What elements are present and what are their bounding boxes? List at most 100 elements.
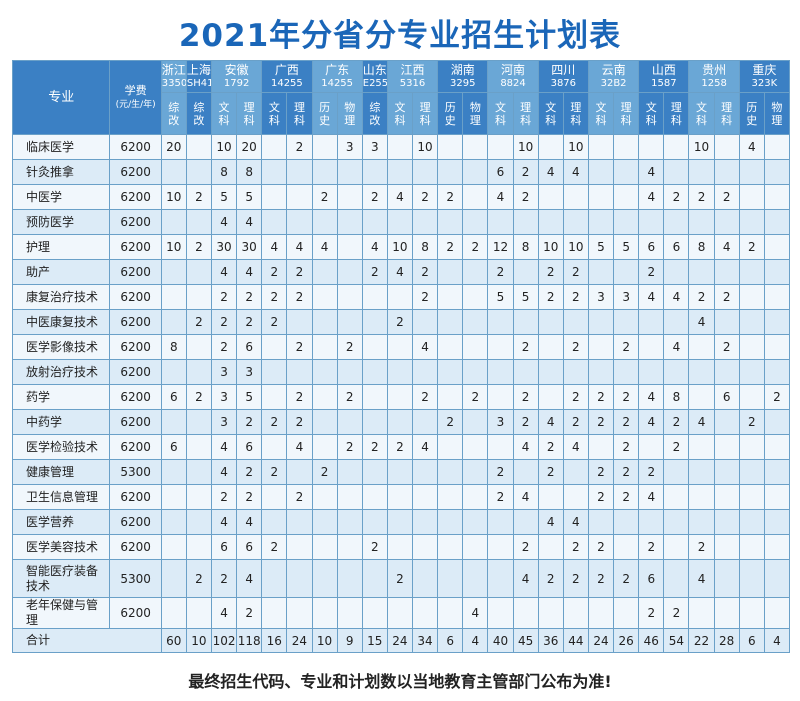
quota-cell (437, 159, 464, 185)
quota-cell: 2 (185, 184, 212, 210)
quota-cell (713, 509, 740, 535)
quota-cell (562, 359, 589, 385)
major-name-cell: 医学检验技术 (11, 434, 111, 460)
total-cell: 26 (613, 628, 640, 653)
quota-cell (361, 597, 388, 629)
quota-cell (437, 134, 464, 160)
quota-cell: 4 (210, 597, 238, 629)
quota-cell: 4 (487, 184, 514, 210)
quota-cell (713, 259, 740, 285)
quota-cell: 2 (286, 334, 313, 360)
quota-cell (688, 484, 715, 510)
quota-cell: 2 (236, 309, 263, 335)
quota-cell: 2 (688, 284, 715, 310)
quota-cell (437, 284, 464, 310)
quota-cell: 8 (160, 334, 187, 360)
subject-type-header: 理科 (236, 92, 263, 135)
province-code: 14255 (321, 77, 354, 89)
quota-cell (663, 509, 690, 535)
quota-cell (386, 384, 414, 410)
quota-cell (537, 384, 564, 410)
quota-cell (311, 334, 338, 360)
quota-cell: 3 (210, 409, 238, 435)
quota-cell: 2 (537, 559, 564, 598)
subject-type-label: 综改 (369, 100, 381, 127)
quota-cell: 2 (613, 484, 640, 510)
total-cell: 118 (236, 628, 263, 653)
quota-cell: 2 (386, 309, 414, 335)
major-name-cell: 卫生信息管理 (11, 484, 111, 510)
quota-cell (713, 459, 740, 485)
quota-cell: 4 (713, 234, 740, 260)
subject-type-label: 历史 (746, 100, 758, 127)
quota-cell (185, 509, 212, 535)
quota-cell (411, 309, 439, 335)
fee-header: 学费 (元/生/年) (109, 60, 162, 135)
quota-cell (437, 597, 464, 629)
quota-cell (462, 259, 489, 285)
quota-cell (286, 534, 313, 560)
fee-cell: 5300 (109, 459, 162, 485)
quota-cell (185, 597, 212, 629)
quota-cell: 5 (236, 184, 263, 210)
quota-cell (462, 134, 489, 160)
quota-cell (512, 259, 539, 285)
quota-cell (336, 534, 363, 560)
quota-cell (663, 359, 690, 385)
quota-cell (261, 509, 288, 535)
quota-cell (361, 509, 388, 535)
quota-cell: 2 (587, 459, 615, 485)
quota-cell: 4 (638, 409, 665, 435)
province-code: 1792 (223, 77, 250, 89)
quota-cell: 2 (537, 259, 564, 285)
quota-cell: 2 (663, 409, 690, 435)
quota-cell (386, 209, 414, 235)
quota-cell: 2 (286, 409, 313, 435)
quota-cell: 2 (763, 384, 791, 410)
subject-type-header: 物理 (763, 92, 791, 135)
quota-cell (537, 209, 564, 235)
quota-cell (411, 534, 439, 560)
subject-type-label: 文科 (268, 100, 280, 127)
quota-cell: 3 (210, 359, 238, 385)
quota-cell: 2 (185, 234, 212, 260)
quota-cell: 2 (437, 234, 464, 260)
fee-cell: 6200 (109, 234, 162, 260)
quota-cell (411, 409, 439, 435)
subject-type-header: 文科 (638, 92, 665, 135)
quota-cell (462, 509, 489, 535)
subject-type-header: 理科 (613, 92, 640, 135)
quota-cell (160, 509, 187, 535)
total-cell: 10 (185, 628, 212, 653)
quota-cell: 2 (210, 484, 238, 510)
quota-cell: 4 (638, 284, 665, 310)
quota-cell: 2 (236, 597, 263, 629)
quota-cell (160, 534, 187, 560)
total-cell: 60 (160, 628, 187, 653)
quota-cell: 4 (210, 459, 238, 485)
quota-cell: 6 (210, 534, 238, 560)
province-header: 云南 32B2 (587, 60, 640, 93)
quota-cell (512, 509, 539, 535)
quota-cell (613, 309, 640, 335)
quota-cell (663, 484, 690, 510)
quota-cell (688, 384, 715, 410)
quota-cell: 2 (261, 284, 288, 310)
quota-cell: 2 (261, 309, 288, 335)
quota-cell (738, 459, 765, 485)
quota-cell (763, 534, 791, 560)
quota-cell (336, 259, 363, 285)
fee-cell: 5300 (109, 559, 162, 598)
quota-cell (587, 134, 615, 160)
quota-cell (286, 459, 313, 485)
quota-cell: 2 (411, 284, 439, 310)
quota-cell (185, 434, 212, 460)
quota-cell: 20 (236, 134, 263, 160)
table-row: 医学检验技术 6200 6 4 6 4 2 2 2 4 4 2 4 2 2 (11, 434, 791, 460)
subject-type-label: 理科 (570, 100, 582, 127)
quota-cell (512, 597, 539, 629)
quota-cell (361, 309, 388, 335)
quota-cell (311, 209, 338, 235)
quota-cell: 4 (236, 209, 263, 235)
quota-cell (160, 409, 187, 435)
